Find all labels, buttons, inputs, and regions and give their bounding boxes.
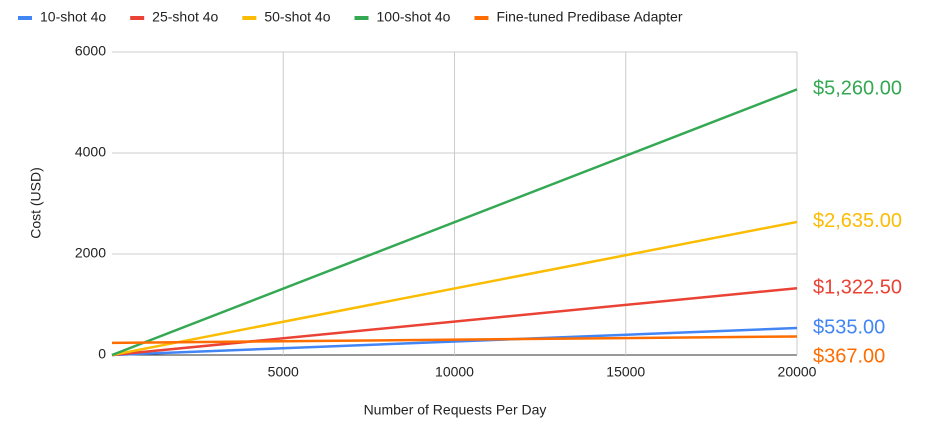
- series-line: [111, 286, 798, 357]
- series-line: [111, 335, 798, 345]
- value-label: $535.00: [813, 316, 885, 338]
- value-label: $5,260.00: [813, 78, 902, 100]
- x-tick-label: 5000: [268, 364, 299, 380]
- legend-label: 100-shot 4o: [377, 9, 451, 25]
- x-tick-label: 10000: [435, 364, 474, 380]
- legend-swatch: [130, 16, 145, 20]
- y-tick-label: 6000: [75, 43, 106, 59]
- legend-label: Fine-tuned Predibase Adapter: [496, 9, 682, 25]
- series-line: [111, 326, 798, 357]
- y-tick-label: 4000: [75, 144, 106, 160]
- y-tick-label: 0: [98, 346, 106, 362]
- legend-swatch: [474, 16, 489, 20]
- value-label: $2,635.00: [813, 210, 902, 232]
- legend-swatch: [242, 16, 257, 20]
- series-line: [111, 220, 798, 357]
- x-tick-label: 20000: [778, 364, 817, 380]
- y-tick-label: 2000: [75, 245, 106, 261]
- x-axis-title: Number of Requests Per Day: [364, 402, 547, 418]
- legend-label: 25-shot 4o: [152, 9, 218, 25]
- x-tick-label: 15000: [606, 364, 645, 380]
- y-axis-title: Cost (USD): [28, 167, 44, 239]
- legend-label: 10-shot 4o: [40, 9, 106, 25]
- legend-label: 50-shot 4o: [264, 9, 330, 25]
- series-line: [111, 88, 798, 357]
- value-label: $367.00: [813, 345, 885, 367]
- legend-swatch: [18, 16, 32, 20]
- value-label: $1,322.50: [813, 276, 902, 298]
- legend-swatch: [354, 16, 369, 20]
